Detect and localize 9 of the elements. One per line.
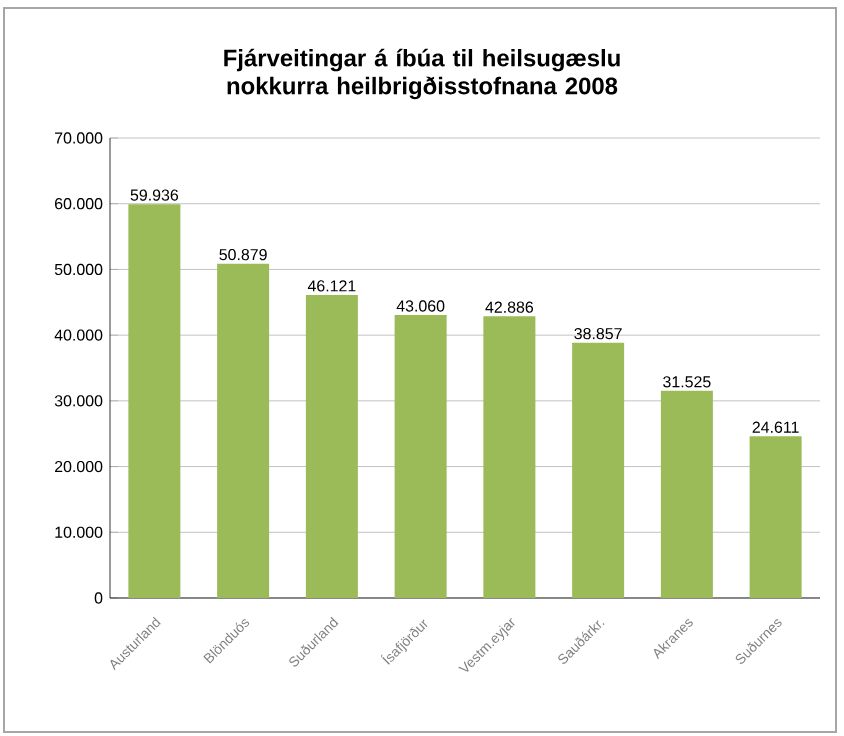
bar xyxy=(483,316,536,598)
bar xyxy=(217,263,270,598)
bar xyxy=(128,204,181,598)
chart-title: Fjárveitingar á íbúa til heilsugæslu nokkurra heilbrigðisstofnana 2008 xyxy=(224,48,620,100)
bar xyxy=(394,315,447,598)
bar xyxy=(749,436,802,598)
bar xyxy=(305,294,358,598)
bar xyxy=(572,342,625,598)
bar xyxy=(660,390,713,598)
